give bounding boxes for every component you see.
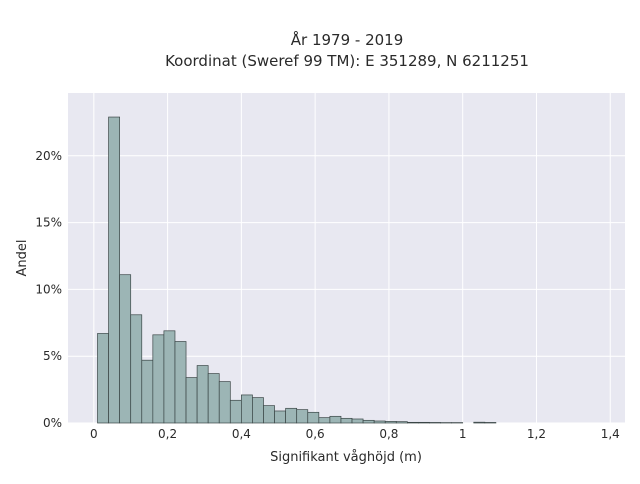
histogram-bar	[363, 420, 374, 423]
histogram-bar	[297, 410, 308, 423]
histogram-bar	[407, 422, 418, 423]
histogram-bar	[252, 398, 263, 423]
histogram-bar	[385, 421, 396, 423]
y-tick-label: 5%	[43, 349, 62, 363]
histogram-bar	[275, 411, 286, 423]
y-tick-label: 20%	[35, 149, 62, 163]
x-tick-label: 0,8	[379, 427, 398, 441]
x-tick-label: 1	[459, 427, 467, 441]
histogram-bar	[308, 412, 319, 423]
histogram-bar	[131, 315, 142, 423]
x-axis-ticks: 0 0,2 0,4 0,6 0,8 1 1,2 1,4	[90, 427, 620, 441]
x-tick-label: 1,4	[601, 427, 620, 441]
histogram-bar	[330, 416, 341, 423]
y-tick-label: 10%	[35, 282, 62, 296]
histogram-bar	[286, 408, 297, 423]
x-tick-label: 0,6	[306, 427, 325, 441]
histogram-bar	[120, 275, 131, 423]
histogram-bar	[175, 342, 186, 423]
chart-title-line2: Koordinat (Sweref 99 TM): E 351289, N 62…	[165, 52, 529, 70]
histogram-bar	[319, 418, 330, 423]
histogram-bar	[219, 382, 230, 423]
histogram-bar	[109, 117, 120, 423]
chart-title-line1: År 1979 - 2019	[291, 30, 404, 49]
histogram-bar	[186, 378, 197, 423]
x-tick-label: 0	[90, 427, 98, 441]
histogram-bar	[429, 422, 440, 423]
x-tick-label: 1,2	[527, 427, 546, 441]
histogram-bar	[197, 366, 208, 423]
y-tick-label: 0%	[43, 416, 62, 430]
histogram-bar	[230, 400, 241, 423]
histogram-bar	[208, 374, 219, 423]
histogram-bar	[153, 335, 164, 423]
x-axis-label: Signifikant våghöjd (m)	[270, 450, 422, 465]
histogram-bar	[341, 418, 352, 423]
histogram-bar	[396, 422, 407, 423]
histogram-bar	[352, 419, 363, 423]
histogram-bar	[474, 422, 485, 423]
histogram-bar	[485, 422, 496, 423]
x-tick-label: 0,4	[232, 427, 251, 441]
histogram-bar	[264, 406, 275, 423]
y-axis-label: Andel	[15, 240, 30, 277]
y-axis-ticks: 0% 5% 10% 15% 20%	[35, 149, 62, 430]
histogram-bar	[241, 395, 252, 423]
histogram-bar	[164, 331, 175, 423]
histogram-bar	[374, 421, 385, 423]
y-tick-label: 15%	[35, 216, 62, 230]
histogram-bar	[142, 360, 153, 423]
x-tick-label: 0,2	[158, 427, 177, 441]
histogram-bar	[98, 333, 109, 423]
histogram-bar	[418, 422, 429, 423]
